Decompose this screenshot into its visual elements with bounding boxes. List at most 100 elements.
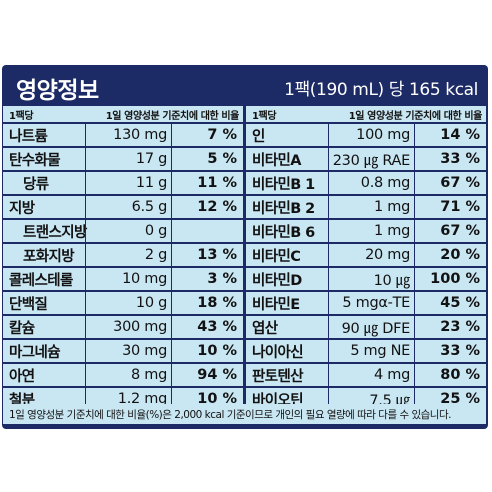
nutrient-amount: 17 g: [135, 151, 167, 167]
nutrient-amount: 11 g: [135, 175, 167, 191]
column-divider: [171, 124, 172, 146]
column-divider: [171, 316, 172, 338]
column-divider: [171, 292, 172, 314]
nutrient-amount: 30 mg: [122, 343, 167, 359]
column-divider: [328, 124, 329, 146]
column-divider: [171, 172, 172, 194]
nutrient-name: 나이아신: [252, 344, 304, 361]
column-divider: [328, 268, 329, 290]
nutrient-name: 탄수화물: [9, 152, 61, 169]
nutrient-daily-percent: 25 %: [440, 391, 480, 407]
column-header: 1팩당 1일 영양성분 기준치에 대한 비율: [3, 106, 243, 122]
column-divider: [85, 244, 86, 266]
nutrient-daily-percent: 45 %: [440, 295, 480, 311]
column-divider: [85, 316, 86, 338]
nutrient-amount: 6.5 g: [131, 199, 168, 215]
nutrient-row: 비타민B 1 0.8 mg 67 %: [246, 172, 486, 194]
nutrient-daily-percent: 7 %: [207, 127, 237, 143]
nutrient-row: 판토텐산 4 mg 80 %: [246, 364, 486, 386]
nutrient-amount: 100 mg: [356, 127, 410, 143]
column-divider: [414, 364, 415, 386]
nutrient-amount: 5 mg NE: [350, 343, 410, 359]
column-header-per-pack: 1팩당: [9, 110, 34, 122]
nutrient-amount: 2 g: [144, 247, 167, 263]
nutrient-name: 엽산: [252, 320, 278, 337]
nutrient-amount: 5 mgα-TE: [342, 295, 410, 311]
nutrient-row: 인 100 mg 14 %: [246, 124, 486, 146]
footnote: 1일 영양성분 기준치에 대한 비율(%)은 2,000 kcal 기준이므로 …: [3, 404, 486, 424]
nutrient-name: 나트륨: [9, 128, 48, 145]
column-header-daily-value: 1일 영양성분 기준치에 대한 비율: [348, 110, 483, 122]
column-divider: [414, 148, 415, 170]
nutrient-name: 비타민E: [252, 296, 300, 313]
column-divider: [414, 340, 415, 362]
column-divider: [328, 364, 329, 386]
nutrient-row: 나트륨 130 mg 7 %: [3, 124, 243, 146]
nutrient-daily-percent: 100 %: [430, 271, 480, 287]
nutrient-amount: 90 ㎍ DFE: [341, 320, 411, 337]
nutrient-amount: 230 ㎍ RAE: [332, 152, 411, 169]
nutrient-daily-percent: 23 %: [440, 319, 480, 335]
column-divider: [414, 220, 415, 242]
nutrient-name: 비타민C: [252, 248, 301, 265]
nutrient-column-left: 1팩당 1일 영양성분 기준치에 대한 비율 나트륨 130 mg 7 % 탄수화물 1…: [3, 106, 243, 410]
nutrient-daily-percent: 10 %: [197, 343, 237, 359]
column-divider: [171, 340, 172, 362]
nutrient-row: 비타민B 6 1 mg 67 %: [246, 220, 486, 242]
nutrient-amount: 10 ㎍: [373, 272, 411, 289]
nutrient-row: 칼슘 300 mg 43 %: [3, 316, 243, 338]
column-divider: [328, 388, 329, 410]
nutrient-row: 탄수화물 17 g 5 %: [3, 148, 243, 170]
column-divider: [328, 340, 329, 362]
nutrient-row: 트랜스지방 0 g: [3, 220, 243, 242]
nutrient-name: 지방: [9, 200, 35, 217]
nutrient-name: 인: [252, 128, 265, 145]
nutrient-amount: 10 mg: [122, 271, 167, 287]
nutrient-row: 비타민A 230 ㎍ RAE 33 %: [246, 148, 486, 170]
nutrient-row: 비타민B 2 1 mg 71 %: [246, 196, 486, 218]
nutrient-amount: 20 mg: [365, 247, 410, 263]
nutrient-name: 아연: [9, 368, 35, 385]
nutrient-daily-percent: 67 %: [440, 175, 480, 191]
nutrient-name: 트랜스지방: [23, 224, 87, 241]
nutrient-row: 아연 8 mg 94 %: [3, 364, 243, 386]
nutrient-row: 비타민D 10 ㎍ 100 %: [246, 268, 486, 290]
nutrient-name: 단백질: [9, 296, 48, 313]
column-divider: [171, 196, 172, 218]
column-divider: [171, 268, 172, 290]
nutrient-amount: 0.8 mg: [360, 175, 411, 191]
column-divider: [171, 244, 172, 266]
column-divider: [328, 148, 329, 170]
nutrient-name: 비타민A: [252, 152, 301, 169]
column-divider: [414, 172, 415, 194]
nutrient-name: 판토텐산: [252, 368, 304, 385]
column-header-daily-value: 1일 영양성분 기준치에 대한 비율: [105, 110, 240, 122]
column-divider: [171, 148, 172, 170]
column-divider: [328, 172, 329, 194]
column-divider: [85, 220, 86, 242]
nutrient-row: 엽산 90 ㎍ DFE 23 %: [246, 316, 486, 338]
column-divider: [414, 268, 415, 290]
nutrient-daily-percent: 71 %: [440, 199, 480, 215]
nutrient-daily-percent: 33 %: [440, 151, 480, 167]
column-divider: [85, 148, 86, 170]
nutrient-column-right: 1팩당 1일 영양성분 기준치에 대한 비율 인 100 mg 14 % 비타민A 23…: [246, 106, 486, 410]
column-header-per-pack: 1팩당: [252, 110, 277, 122]
nutrient-daily-percent: 3 %: [207, 271, 237, 287]
nutrition-title: 영양정보: [16, 78, 99, 104]
nutrient-row: 나이아신 5 mg NE 33 %: [246, 340, 486, 362]
nutrient-daily-percent: 20 %: [440, 247, 480, 263]
nutrient-daily-percent: 5 %: [207, 151, 237, 167]
column-divider: [171, 220, 172, 242]
nutrient-name: 포화지방: [23, 248, 75, 265]
nutrient-name: 비타민B 6: [252, 224, 315, 241]
nutrient-daily-percent: 94 %: [197, 367, 237, 383]
nutrient-name: 비타민B 1: [252, 176, 315, 193]
nutrient-name: 칼슘: [9, 320, 35, 337]
nutrient-daily-percent: 13 %: [197, 247, 237, 263]
nutrient-amount: 10 g: [135, 295, 167, 311]
nutrient-row: 비타민E 5 mgα-TE 45 %: [246, 292, 486, 314]
nutrient-name: 콜레스테롤: [9, 272, 73, 289]
column-divider: [328, 316, 329, 338]
nutrient-row: 비타민C 20 mg 20 %: [246, 244, 486, 266]
